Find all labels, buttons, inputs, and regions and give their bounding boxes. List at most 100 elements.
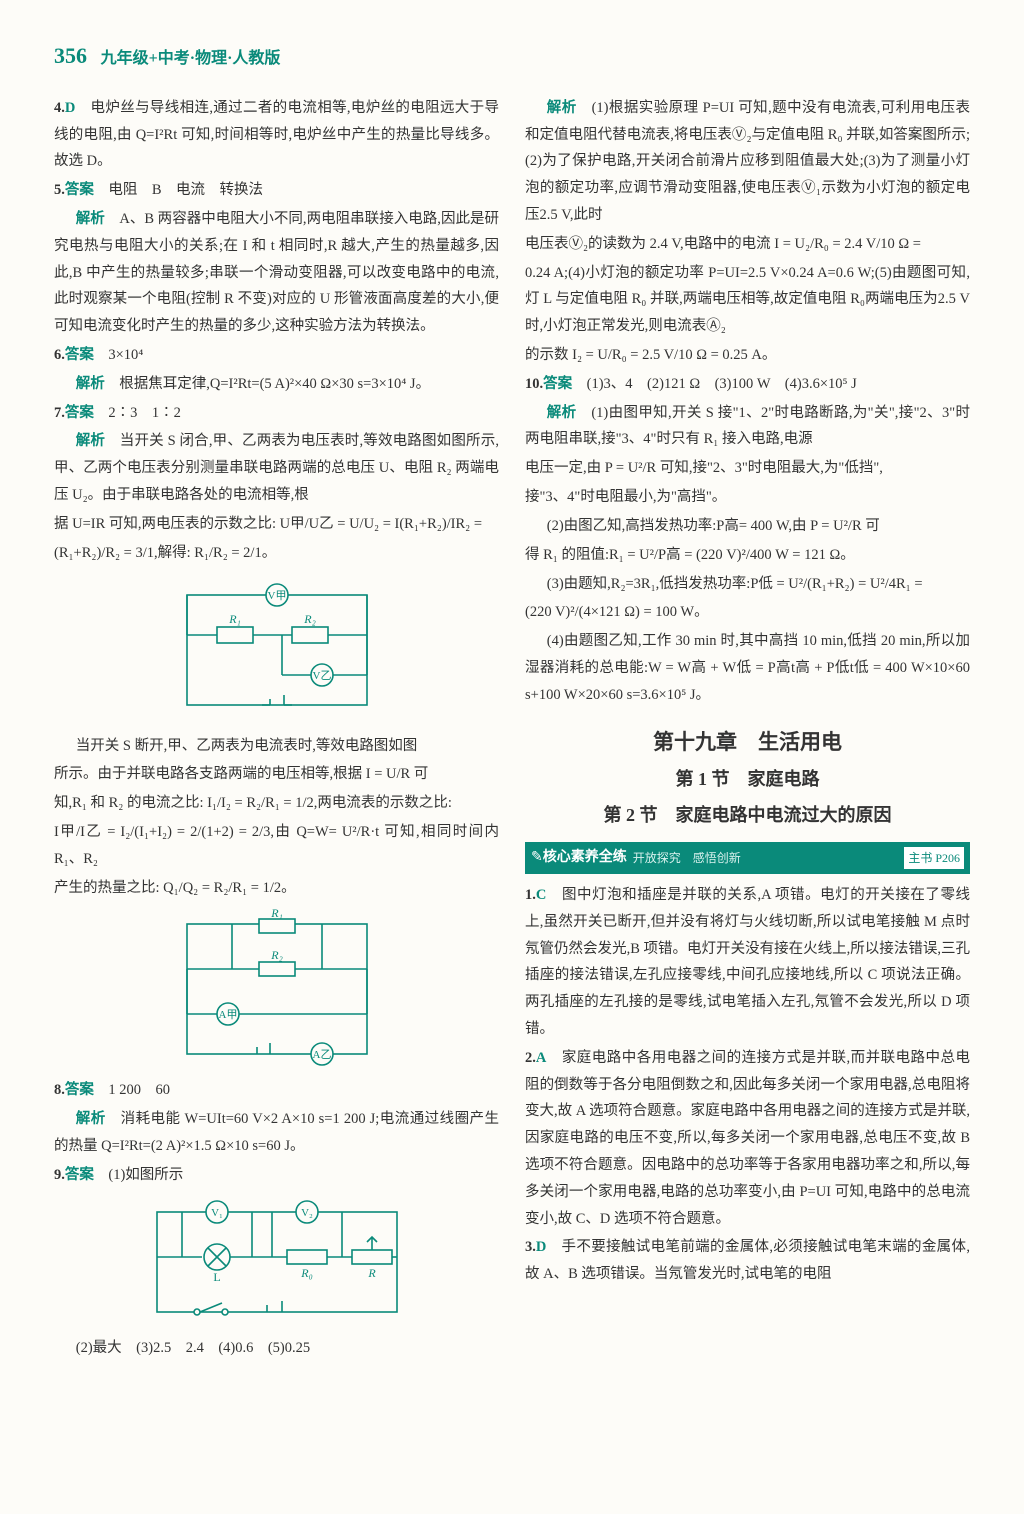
pencil-icon: ✎ [531,845,543,871]
section-1-title: 第 1 节 家庭电路 [525,763,970,796]
circuit-diagram-3: V₁ V₂ L R₀ [137,1197,417,1327]
q5-ana-text: A、B 两容器中电阻大小不同,两电阻串联接入电路,因此是研究电热与电阻大小的关系… [54,211,499,334]
q7-p4: 知,R₁ 和 R₂ 的电流之比: I₁/I₂ = R₂/R₁ = 1/2,两电流… [54,790,499,817]
page: 356 九年级+中考·物理·人教版 4.D 电炉丝与导线相连,通过二者的电流相等… [0,0,1024,1514]
q10-p3: 接"3、4"时电阻最小,为"高挡"。 [525,484,970,511]
q9-ana-p1: 解析 (1)根据实验原理 P=UI 可知,题中没有电流表,可利用电压表和定值电阻… [525,95,970,229]
q7-p5: 产生的热量之比: Q₁/Q₂ = R₂/R₁ = 1/2。 [54,875,499,902]
q2-number: 2. [525,1050,536,1066]
q6-ana-text: 根据焦耳定律,Q=I²Rt=(5 A)²×40 Ω×30 s=3×10⁴ J。 [105,376,430,392]
q8-ana-text: 消耗电能 W=UIt=60 V×2 A×10 s=1 200 J;电流通过线圈产… [54,1111,499,1154]
two-column-layout: 4.D 电炉丝与导线相连,通过二者的电流相等,电炉丝的电阻远大于导线的电阻,由 … [54,95,970,1364]
q10-ana-t1: (1)由图甲知,开关 S 接"1、2"时电路断路,为"关",接"2、3"时两电阻… [525,405,970,448]
banner-title: 核心素养全练 [543,845,627,871]
svg-text:R₂: R₂ [270,948,283,962]
q3-choice: D [536,1239,546,1255]
q10-ans: 10.答案 (1)3、4 (2)121 Ω (3)100 W (4)3.6×10… [525,371,970,398]
ch19-q3: 3.D 手不要接触试电笔前端的金属体,必须接触试电笔末端的金属体,故 A、B 选… [525,1234,970,1288]
q6-ana: 解析 根据焦耳定律,Q=I²Rt=(5 A)²×40 Ω×30 s=3×10⁴ … [54,371,499,398]
q4-number: 4. [54,100,65,116]
section-2-title: 第 2 节 家庭电路中电流过大的原因 [525,799,970,832]
q6-ans-text: 3×10⁴ [94,347,143,363]
q4-text: 电炉丝与导线相连,通过二者的电流相等,电炉丝的电阻远大于导线的电阻,由 Q=I²… [54,100,499,170]
q9-ana-p3: 0.24 A;(4)小灯泡的额定功率 P=UI=2.5 V×0.24 A=0.6… [525,260,970,340]
q4-choice: D [65,100,75,116]
q6-ans: 6.答案 3×10⁴ [54,342,499,369]
practice-banner: ✎ 核心素养全练 开放探究 感悟创新 主书 P206 [525,842,970,874]
analysis-label: 解析 [547,100,577,116]
q7-p2: 当开关 S 断开,甲、乙两表为电流表时,等效电路图如图 [54,733,499,760]
q1-text: 图中灯泡和插座是并联的关系,A 项错。电灯的开关接在了零线上,虽然开关已断开,但… [525,887,970,1037]
q7-number: 7. [54,405,65,421]
q8-ans-text: 1 200 60 [94,1082,170,1098]
q7-p3: 所示。由于并联电路各支路两端的电压相等,根据 I = U/R 可 [54,761,499,788]
q9-ans-text: (1)如图所示 [94,1167,183,1183]
q7-ans: 7.答案 2∶3 1∶2 [54,400,499,427]
q1-number: 1. [525,887,536,903]
q7-ana-text1: 当开关 S 闭合,甲、乙两表为电压表时,等效电路图如图所示,甲、乙两个电压表分别… [54,433,499,503]
q7-eq2: (R₁+R₂)/R₂ = 3/1,解得: R₁/R₂ = 2/1。 [54,540,499,567]
analysis-label: 解析 [76,211,105,227]
analysis-label: 解析 [76,433,105,449]
page-header: 356 九年级+中考·物理·人教版 [54,36,970,81]
svg-text:R₂: R₂ [303,612,316,626]
answer-label: 答案 [65,1082,94,1098]
svg-text:L: L [213,1270,220,1284]
q9-ana-t1: (1)根据实验原理 P=UI 可知,题中没有电流表,可利用电压表和定值电阻代替电… [525,100,970,223]
answer-label: 答案 [65,347,94,363]
answer-label: 答案 [543,376,572,392]
q10-p2: 电压一定,由 P = U²/R 可知,接"2、3"时电阻最大,为"低挡", [525,455,970,482]
q5-ana: 解析 A、B 两容器中电阻大小不同,两电阻串联接入电路,因此是研究电热与电阻大小… [54,206,499,340]
q2-text: 家庭电路中各用电器之间的连接方式是并联,而并联电路中总电阻的倒数等于各分电阻倒数… [525,1050,970,1227]
q10-ana-p1: 解析 (1)由图甲知,开关 S 接"1、2"时电路断路,为"关",接"2、3"时… [525,400,970,454]
left-column: 4.D 电炉丝与导线相连,通过二者的电流相等,电炉丝的电阻远大于导线的电阻,由 … [54,95,499,1364]
q7-eq3: I甲/I乙 = I₂/(I₁+I₂) = 2/(1+2) = 2/3,由 Q=W… [54,819,499,873]
q10-p6: (3)由题知,R₂=3R₁,低挡发热功率:P低 = U²/(R₁+R₂) = U… [525,571,970,598]
svg-text:R: R [367,1266,376,1280]
q9-ans: 9.答案 (1)如图所示 [54,1162,499,1189]
q10-p7: (220 V)²/(4×121 Ω) = 100 W。 [525,599,970,626]
q9-ana-p4: 的示数 I₂ = U/R₀ = 2.5 V/10 Ω = 0.25 A。 [525,342,970,369]
q8-ans: 8.答案 1 200 60 [54,1077,499,1104]
answer-label: 答案 [65,1167,94,1183]
q10-ans-text: (1)3、4 (2)121 Ω (3)100 W (4)3.6×10⁵ J [572,376,857,392]
q6-number: 6. [54,347,65,363]
q7-ana-p1: 解析 当开关 S 闭合,甲、乙两表为电压表时,等效电路图如图所示,甲、乙两个电压… [54,428,499,508]
svg-text:R₁: R₁ [270,909,283,920]
q10-p8: (4)由题图乙知,工作 30 min 时,其中高挡 10 min,低挡 20 m… [525,628,970,708]
svg-text:V₁: V₁ [211,1207,223,1219]
q3-number: 3. [525,1239,536,1255]
banner-ref: 主书 P206 [904,847,964,869]
q1-choice: C [536,887,546,903]
right-column: 解析 (1)根据实验原理 P=UI 可知,题中没有电流表,可利用电压表和定值电阻… [525,95,970,1364]
q9-ana-p2: 电压表Ⓥ₂的读数为 2.4 V,电路中的电流 I = U₂/R₀ = 2.4 V… [525,231,970,258]
q10-number: 10. [525,376,543,392]
svg-text:A甲: A甲 [218,1009,237,1021]
banner-subtitle: 开放探究 感悟创新 [633,847,905,869]
q7-ans-text: 2∶3 1∶2 [94,405,181,421]
q8-ana: 解析 消耗电能 W=UIt=60 V×2 A×10 s=1 200 J;电流通过… [54,1106,499,1160]
analysis-label: 解析 [547,405,577,421]
svg-text:A乙: A乙 [312,1048,331,1061]
q3-text: 手不要接触试电笔前端的金属体,必须接触试电笔末端的金属体,故 A、B 选项错误。… [525,1239,970,1282]
ch19-q2: 2.A 家庭电路中各用电器之间的连接方式是并联,而并联电路中总电阻的倒数等于各分… [525,1045,970,1233]
circuit-diagram-1: V甲 R₁ R₂ V乙 [162,575,392,725]
answer-label: 答案 [65,182,94,198]
q4: 4.D 电炉丝与导线相连,通过二者的电流相等,电炉丝的电阻远大于导线的电阻,由 … [54,95,499,175]
q5-number: 5. [54,182,65,198]
q10-p4: (2)由图乙知,高挡发热功率:P高= 400 W,由 P = U²/R 可 [525,513,970,540]
ch19-q1: 1.C 图中灯泡和插座是并联的关系,A 项错。电灯的开关接在了零线上,虽然开关已… [525,882,970,1043]
svg-text:V乙: V乙 [312,669,331,682]
svg-text:R₁: R₁ [228,612,241,626]
q9-parts: (2)最大 (3)2.5 2.4 (4)0.6 (5)0.25 [54,1335,499,1362]
q2-choice: A [536,1050,546,1066]
chapter-title: 第十九章 生活用电 [525,723,970,762]
q5-ans-text: 电阻 B 电流 转换法 [94,182,263,198]
answer-label: 答案 [65,405,94,421]
q8-number: 8. [54,1082,65,1098]
header-title: 九年级+中考·物理·人教版 [101,50,281,67]
svg-text:V₂: V₂ [301,1207,313,1219]
svg-text:V甲: V甲 [267,590,286,602]
analysis-label: 解析 [76,1111,106,1127]
q7-eq1: 据 U=IR 可知,两电压表的示数之比: U甲/U乙 = U/U₂ = I(R₁… [54,511,499,538]
